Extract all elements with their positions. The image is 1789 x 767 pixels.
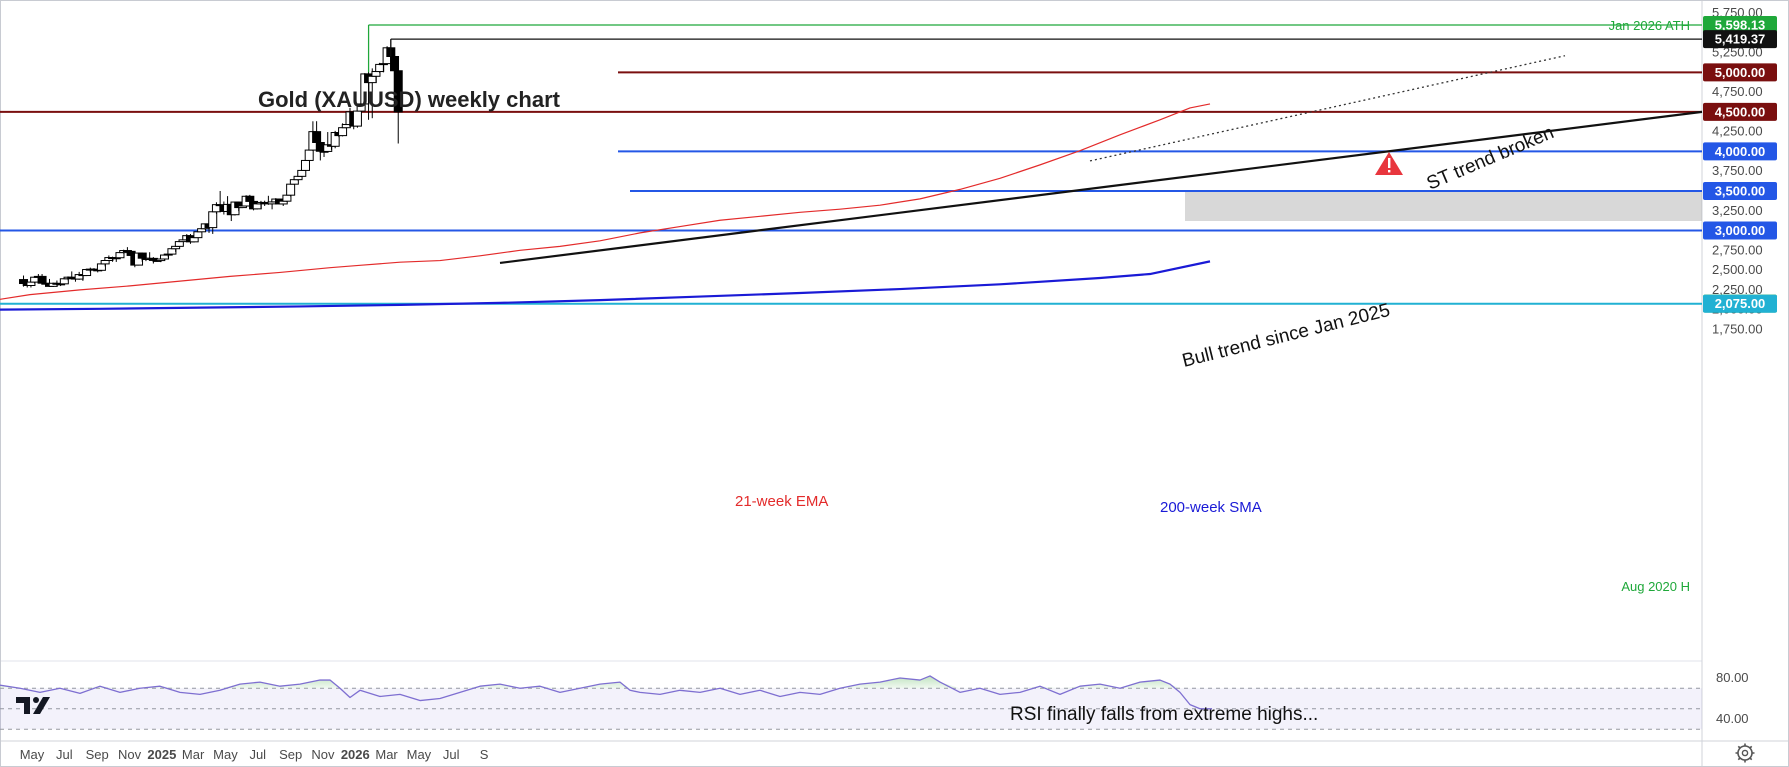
x-tick-label: Jul — [249, 747, 266, 762]
candle-body — [375, 63, 385, 73]
y-tick-label: 2,500.00 — [1712, 262, 1763, 277]
y-tick-label: 1,750.00 — [1712, 321, 1763, 336]
candle-body — [312, 131, 322, 143]
candle-body — [393, 70, 403, 113]
price-badge-text: 4,500.00 — [1715, 104, 1766, 119]
candle-body — [37, 275, 47, 284]
x-tick-label: May — [20, 747, 45, 762]
sma200-line — [0, 260, 1211, 311]
candle-body — [300, 159, 310, 171]
x-tick-label: Nov — [311, 747, 335, 762]
x-tick-label: 2026 — [341, 747, 370, 762]
rsi-label: RSI finally falls from extreme highs... — [1010, 704, 1318, 725]
candle-body — [338, 127, 348, 137]
consolidation-zone — [1185, 191, 1702, 221]
x-tick-label: Sep — [86, 747, 109, 762]
price-badge — [1703, 294, 1777, 313]
candle-body — [19, 279, 29, 285]
price-badge — [1703, 16, 1777, 35]
candle-body — [286, 183, 296, 196]
price-badge — [1703, 142, 1777, 161]
candle-body — [59, 278, 69, 285]
candle-body — [126, 250, 136, 256]
candle-body — [189, 237, 199, 243]
ema-label: 21-week EMA — [735, 493, 828, 510]
warning-triangle-icon — [1375, 152, 1403, 175]
candle-body — [100, 260, 110, 265]
y-tick-label: 3,750.00 — [1712, 163, 1763, 178]
candle-body — [160, 254, 169, 260]
x-tick-label: Mar — [375, 747, 398, 762]
rsi-pane — [0, 661, 1702, 741]
price-badge — [1703, 102, 1777, 121]
candle-body — [174, 241, 184, 247]
x-tick-label: Nov — [118, 747, 142, 762]
rsi-line — [0, 675, 1212, 710]
price-badge-text: 2,075.00 — [1715, 296, 1766, 311]
sma-label: 200-week SMA — [1160, 499, 1262, 516]
ath-label: Jan 2026 ATH — [1609, 18, 1690, 33]
candle-body — [30, 276, 40, 283]
candle-body — [208, 211, 218, 229]
candle-body — [96, 263, 106, 271]
price-badge-text: 5,598.13 — [1715, 18, 1766, 33]
y-tick-label: 4,750.00 — [1712, 84, 1763, 99]
candle-body — [289, 179, 299, 185]
price-badge — [1703, 181, 1777, 200]
x-tick-label: Mar — [182, 747, 205, 762]
candle-body — [352, 110, 362, 127]
candle-body — [26, 281, 36, 286]
candle-body — [367, 75, 377, 84]
settings-gear-icon[interactable] — [1735, 743, 1755, 763]
ema21-line — [0, 103, 1211, 300]
x-tick-label: 2025 — [147, 747, 176, 762]
y-tick-label: 3,250.00 — [1712, 203, 1763, 218]
candle-body — [315, 141, 325, 152]
x-tick-label: S — [480, 747, 489, 762]
tradingview-logo — [16, 697, 50, 714]
price-badge-text: 5,000.00 — [1715, 65, 1766, 80]
aug2020-label: Aug 2020 H — [1621, 579, 1690, 594]
candle-body — [245, 195, 255, 202]
st-trendline — [1089, 55, 1566, 162]
x-tick-label: Jul — [56, 747, 73, 762]
rsi-tick-label: 40.00 — [1716, 711, 1749, 726]
price-badge-text: 3,500.00 — [1715, 183, 1766, 198]
candle-body — [390, 56, 400, 72]
x-tick-label: May — [213, 747, 238, 762]
price-badge — [1703, 63, 1777, 82]
rsi-tick-label: 80.00 — [1716, 670, 1749, 685]
y-tick-label: 5,250.00 — [1712, 45, 1763, 60]
bull-trendline — [499, 110, 1703, 265]
y-tick-label: 2,250.00 — [1712, 282, 1763, 297]
candle-body — [252, 203, 262, 210]
price-badge-text: 3,000.00 — [1715, 223, 1766, 238]
candle-body — [167, 248, 177, 255]
price-pane — [0, 0, 1702, 660]
candle-body — [371, 71, 381, 77]
price-badge — [1703, 30, 1777, 49]
price-badge-text: 4,000.00 — [1715, 144, 1766, 159]
x-tick-label: Sep — [279, 747, 302, 762]
candle-body — [282, 194, 292, 202]
candle-body — [304, 149, 314, 161]
chart-title: Gold (XAUUSD) weekly chart — [258, 87, 561, 112]
x-tick-label: May — [407, 747, 432, 762]
candle-body — [137, 252, 147, 259]
price-badge-text: 5,419.37 — [1715, 32, 1766, 47]
price-badge — [1703, 221, 1777, 240]
x-tick-label: Jul — [443, 747, 460, 762]
y-tick-label: 4,250.00 — [1712, 124, 1763, 139]
y-tick-label: 2,750.00 — [1712, 242, 1763, 257]
candle-body — [297, 169, 307, 177]
candle-body — [193, 231, 203, 239]
candle-body — [115, 252, 125, 259]
